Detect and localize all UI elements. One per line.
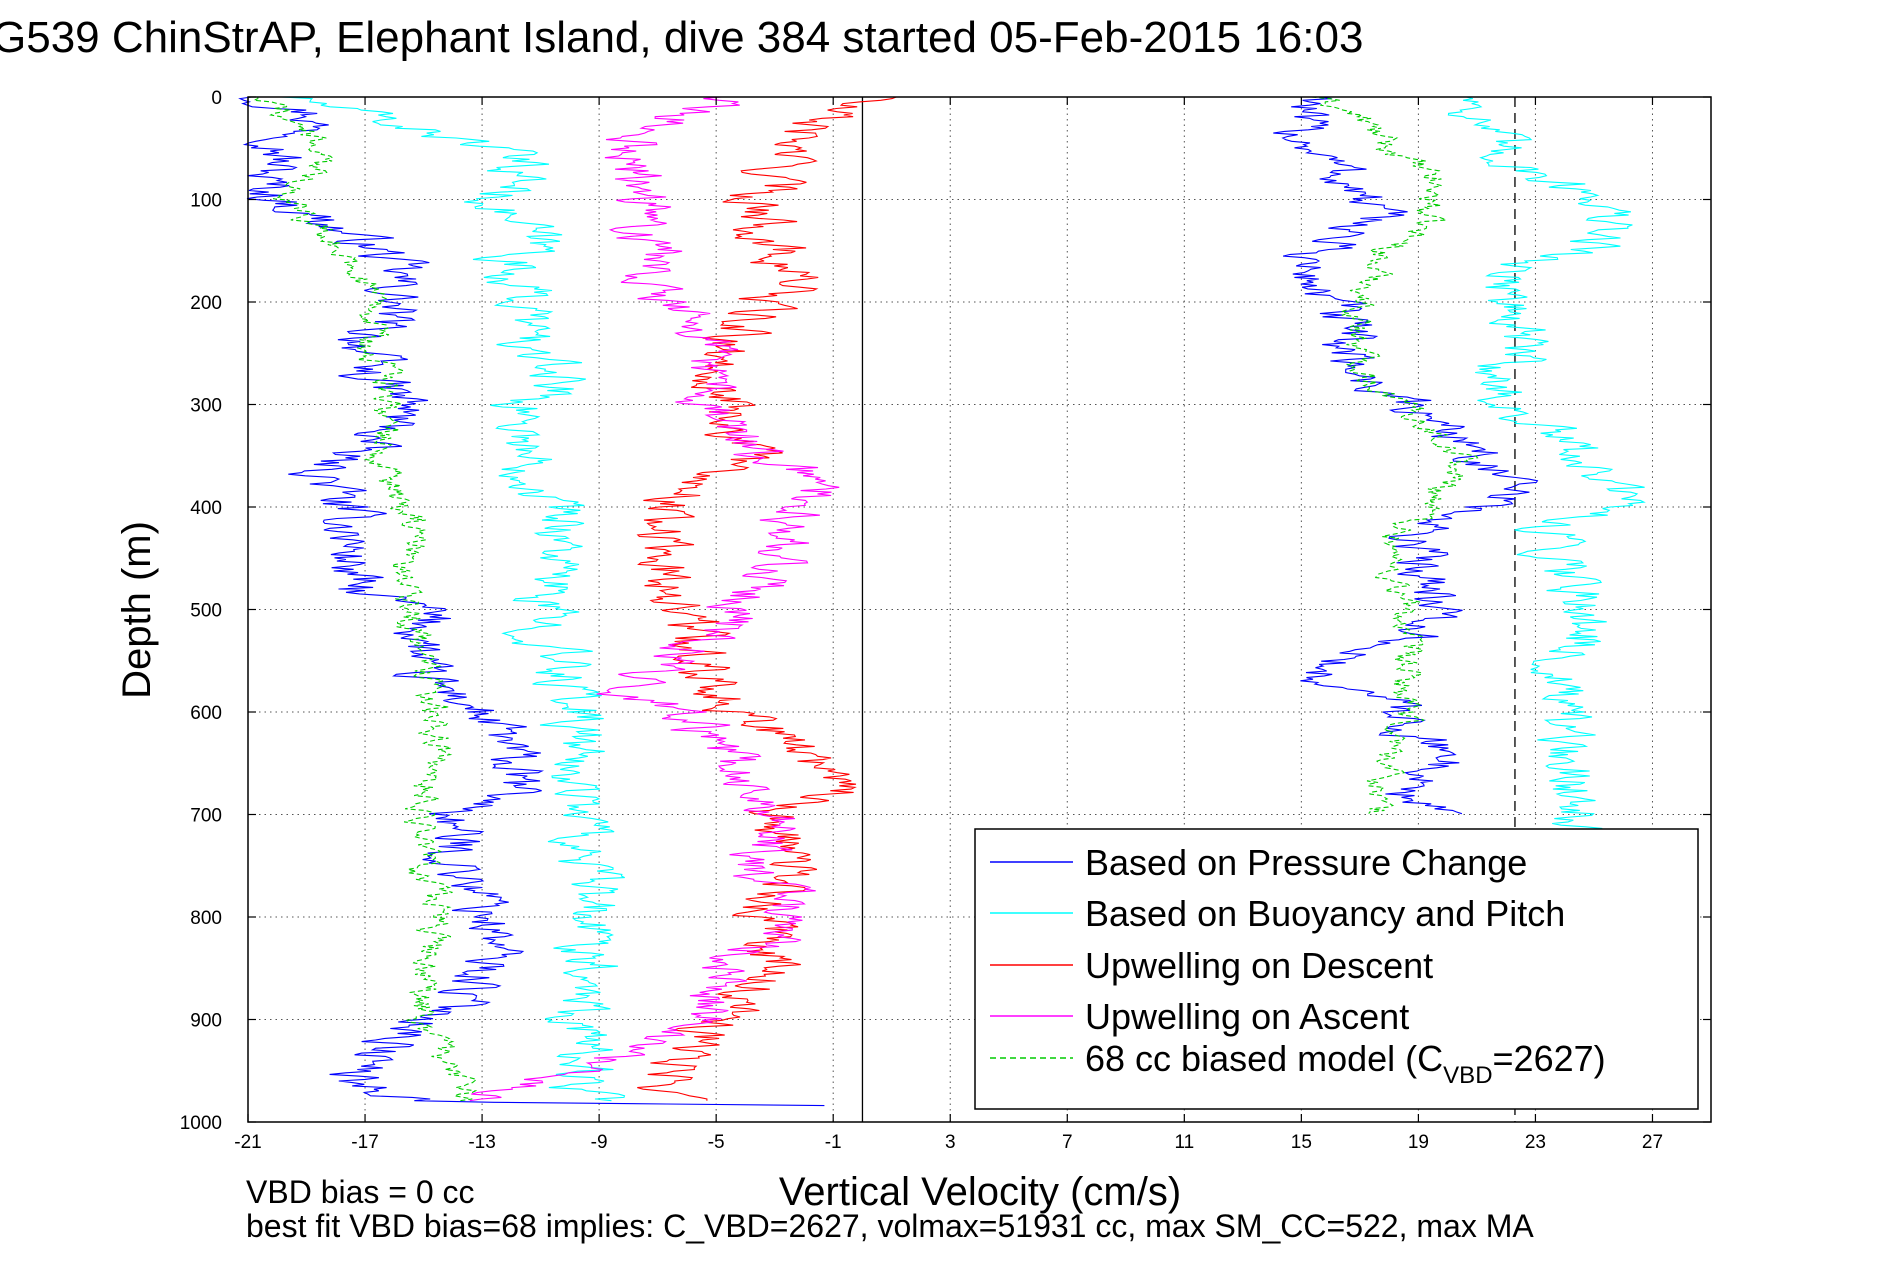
x-axis-ticks: -21 -17 -13 -9 -5 -1 3 7 11 15 19 23 27 <box>234 97 1663 1153</box>
series-3 <box>636 96 897 1101</box>
legend-label: Based on Buoyancy and Pitch <box>1085 893 1565 934</box>
y-tick-label: 400 <box>190 498 222 519</box>
x-tick-label: 15 <box>1291 1132 1312 1153</box>
y-tick-label: 600 <box>190 703 222 724</box>
series-5 <box>253 96 1479 1102</box>
x-tick-label: 11 <box>1174 1132 1194 1153</box>
x-tick-label: -9 <box>591 1132 608 1153</box>
x-tick-label: -21 <box>234 1132 261 1153</box>
legend-label-text: Based on Pressure Change <box>1085 842 1527 883</box>
legend-label-text: 68 cc biased model (C <box>1085 1038 1443 1079</box>
legend-label: Based on Pressure Change <box>1085 842 1527 883</box>
x-tick-label: -5 <box>708 1132 725 1153</box>
y-tick-label: 100 <box>190 191 222 212</box>
x-tick-label: 7 <box>1062 1132 1073 1153</box>
x-tick-label: -13 <box>468 1132 495 1153</box>
series-1 <box>238 96 1539 1107</box>
grid-layer <box>248 97 1711 1122</box>
y-tick-label: 0 <box>211 88 222 109</box>
series-line-descent <box>238 96 825 1107</box>
y-tick-label: 700 <box>190 806 222 827</box>
y-tick-label: 200 <box>190 293 222 314</box>
legend-label-suffix: =2627) <box>1493 1038 1606 1079</box>
x-tick-label: -17 <box>351 1132 378 1153</box>
x-tick-label: 19 <box>1408 1132 1429 1153</box>
series-2 <box>281 96 1646 1102</box>
series-line-ascent <box>469 96 840 1102</box>
legend-label: Upwelling on Ascent <box>1085 996 1409 1037</box>
legend-label-text: Upwelling on Descent <box>1085 945 1433 986</box>
y-tick-label: 800 <box>190 908 222 929</box>
series-layer <box>238 96 1646 1107</box>
series-line-descent <box>636 96 897 1101</box>
series-line-descent <box>253 96 478 1102</box>
series-4 <box>469 96 840 1102</box>
legend: Based on Pressure Change Based on Buoyanc… <box>974 828 1699 1110</box>
series-line-ascent <box>1311 96 1479 814</box>
legend-label-text: Based on Buoyancy and Pitch <box>1085 893 1565 934</box>
x-tick-label: 3 <box>945 1132 956 1153</box>
y-tick-label: 500 <box>190 601 222 622</box>
chart-title: G539 ChinStrAP, Elephant Island, dive 38… <box>0 13 1363 62</box>
y-axis-title: Depth (m) <box>115 521 159 699</box>
legend-label-subscript: VBD <box>1443 1062 1492 1089</box>
footer-line-2: best fit VBD bias=68 implies: C_VBD=2627… <box>246 1208 1534 1244</box>
series-line-ascent <box>1273 96 1539 815</box>
legend-box <box>974 828 1699 1110</box>
legend-label: Upwelling on Descent <box>1085 945 1433 986</box>
x-tick-label: -1 <box>825 1132 842 1153</box>
y-tick-label: 300 <box>190 396 222 417</box>
footer-line-1: VBD bias = 0 cc <box>246 1174 475 1210</box>
y-axis-ticks: 0 100 200 300 400 500 600 700 800 900 1000 <box>180 88 1711 1134</box>
x-tick-label: 27 <box>1642 1132 1663 1153</box>
legend-label-text: Upwelling on Ascent <box>1085 996 1409 1037</box>
y-tick-label: 900 <box>190 1011 222 1032</box>
series-line-ascent <box>1447 96 1646 916</box>
legend-label: 68 cc biased model (CVBD=2627) <box>1085 1038 1606 1089</box>
series-line-descent <box>281 96 626 1102</box>
y-tick-label: 1000 <box>180 1113 222 1134</box>
x-axis-title: Vertical Velocity (cm/s) <box>779 1170 1181 1214</box>
x-tick-label: 23 <box>1525 1132 1546 1153</box>
legend-items: Based on Pressure Change Based on Buoyanc… <box>990 842 1606 1089</box>
